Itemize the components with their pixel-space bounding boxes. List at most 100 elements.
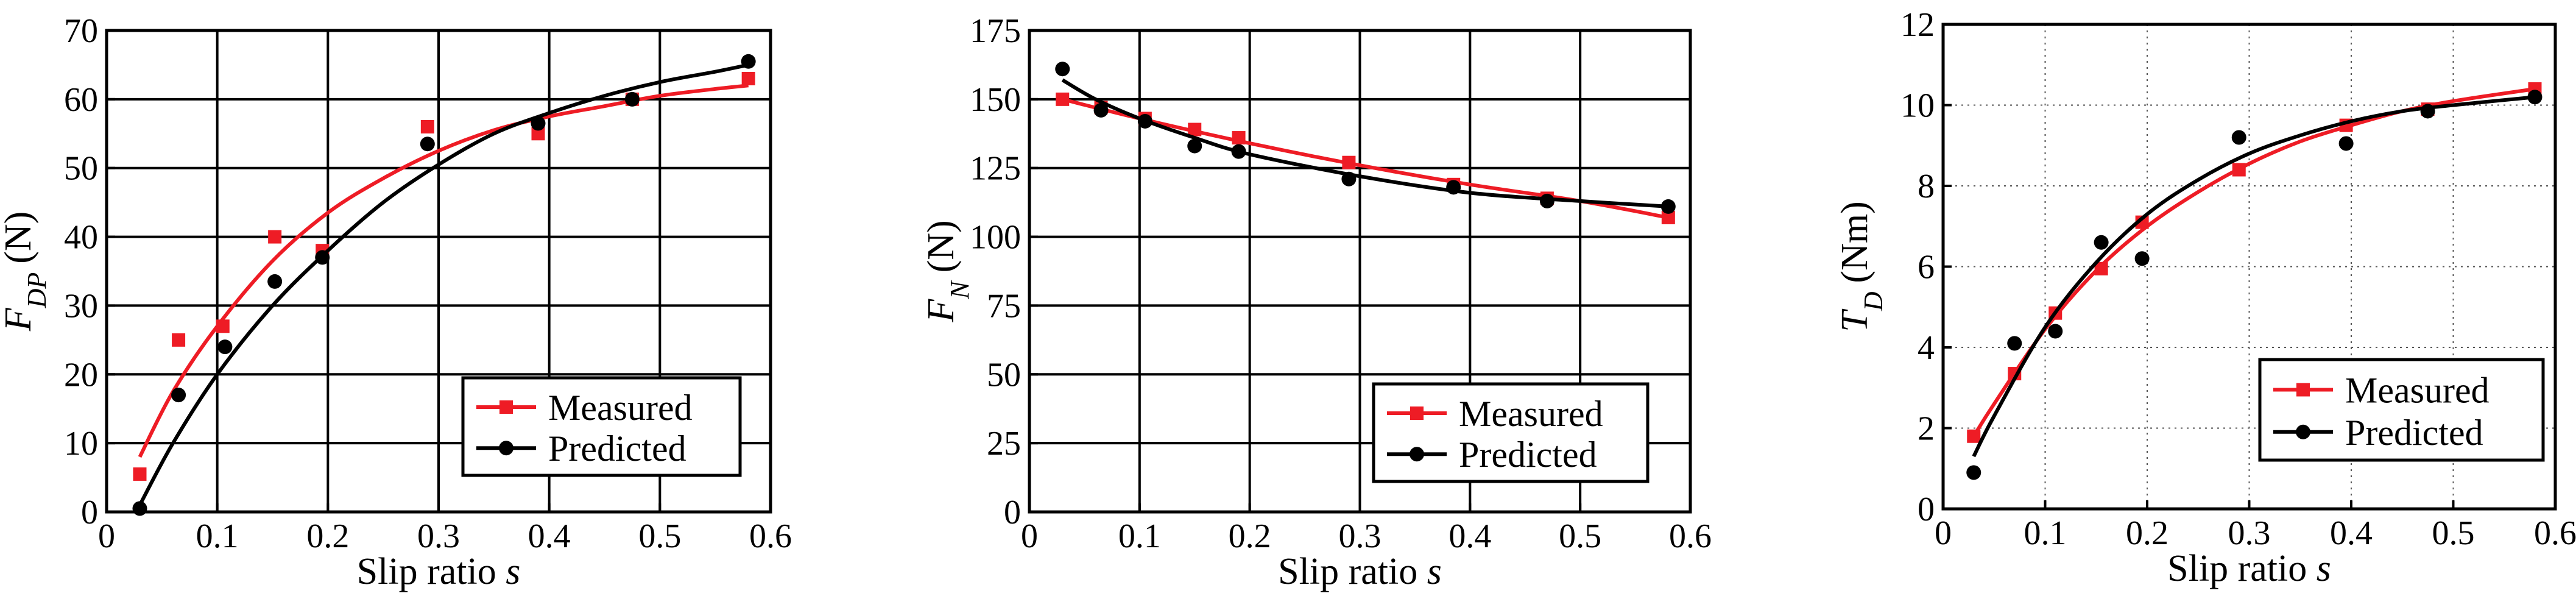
data-point-predicted — [1231, 144, 1246, 159]
legend-label-measured: Measured — [548, 388, 693, 428]
legend-marker-measured — [499, 400, 513, 414]
x-tick-label: 0.5 — [2432, 514, 2475, 552]
y-tick-label: 4 — [1918, 329, 1935, 367]
y-axis-title: TD(Nm) — [1834, 201, 1888, 332]
x-tick-label: 0.3 — [1339, 517, 1382, 555]
data-point-measured — [133, 467, 147, 481]
data-point-predicted — [1187, 138, 1202, 154]
x-tick-label: 0 — [98, 517, 115, 555]
chart-td: 0 0.1 0.2 0.3 0.4 0.5 0.6 0 2 4 6 8 10 12 Slip ratio s… — [1834, 6, 2576, 589]
data-point-predicted — [2134, 251, 2150, 266]
chart-fdp: 0 0.1 0.2 0.3 0.4 0.5 0.6 0 10 20 30 40 50 60 70 Slip r… — [0, 12, 792, 592]
x-tick-label: 0.4 — [528, 517, 571, 555]
x-tick-label: 0.1 — [2024, 514, 2067, 552]
x-tick-label: 0 — [1935, 514, 1952, 552]
y-tick-label: 0 — [1004, 494, 1021, 531]
data-point-measured — [172, 333, 186, 347]
y-tick-label: 50 — [64, 150, 98, 188]
y-tick-label: 125 — [970, 150, 1021, 188]
y-tick-label: 12 — [1900, 6, 1935, 44]
data-point-measured — [268, 230, 282, 244]
data-point-measured — [741, 72, 755, 85]
x-tick-label: 0.1 — [1118, 517, 1161, 555]
data-point-predicted — [624, 91, 640, 107]
series-curve-predicted — [1061, 78, 1669, 208]
data-point-measured — [1342, 155, 1356, 169]
legend-label-predicted: Predicted — [1459, 435, 1597, 475]
y-tick-label: 30 — [64, 287, 98, 325]
data-point-predicted — [315, 250, 330, 265]
data-point-predicted — [531, 116, 546, 131]
y-tick-label: 0 — [81, 494, 98, 531]
y-tick-label: 60 — [64, 81, 98, 119]
x-tick-label: 0 — [1021, 517, 1038, 555]
legend-marker-measured — [2296, 383, 2310, 397]
x-tick-label: 0.5 — [638, 517, 681, 555]
x-tick-label: 0.5 — [1559, 517, 1601, 555]
y-tick-label: 10 — [64, 425, 98, 463]
chart-fn: 0 0.1 0.2 0.3 0.4 0.5 0.6 0 25 50 75 100 125 150 175 Sl… — [920, 12, 1712, 592]
legend-label-measured: Measured — [2345, 371, 2490, 411]
data-point-measured — [216, 319, 230, 333]
data-point-predicted — [1539, 193, 1554, 208]
data-point-predicted — [2527, 90, 2542, 105]
series-curve-predicted — [138, 63, 749, 506]
y-tick-label: 20 — [64, 356, 98, 394]
legend-marker-predicted — [2296, 424, 2310, 439]
data-point-predicted — [217, 339, 233, 355]
data-point-measured — [1056, 92, 1070, 106]
legend-box — [2258, 358, 2545, 462]
data-point-measured — [1232, 131, 1246, 145]
y-tick-label: 100 — [970, 219, 1021, 257]
x-tick-label: 0.4 — [2330, 514, 2373, 552]
data-point-measured — [1661, 210, 1675, 224]
y-tick-label: 10 — [1900, 87, 1935, 125]
legend-label-predicted: Predicted — [548, 428, 686, 469]
y-tick-label: 40 — [64, 219, 98, 257]
x-tick-label: 0.4 — [1449, 517, 1491, 555]
data-point-predicted — [420, 137, 435, 152]
series-curve-measured — [138, 83, 749, 458]
y-tick-label: 150 — [970, 81, 1021, 119]
data-point-measured — [1967, 429, 1981, 443]
legend-marker-measured — [1410, 406, 1424, 420]
y-tick-label: 0 — [1918, 491, 1935, 528]
y-tick-label: 175 — [970, 12, 1021, 50]
series-curve-predicted — [1972, 95, 2535, 458]
data-point-predicted — [2048, 324, 2063, 339]
x-tick-label: 0.2 — [2126, 514, 2168, 552]
data-point-measured — [531, 127, 545, 141]
x-tick-label: 0.3 — [2228, 514, 2271, 552]
data-point-predicted — [2420, 104, 2435, 119]
x-axis-title: Slip ratio s — [357, 551, 521, 592]
data-point-predicted — [1446, 180, 1461, 195]
data-point-predicted — [132, 501, 147, 516]
data-point-measured — [1188, 122, 1202, 137]
y-tick-label: 8 — [1918, 168, 1935, 205]
data-point-predicted — [171, 388, 186, 403]
legend-box — [1372, 382, 1650, 483]
y-tick-label: 2 — [1918, 410, 1935, 448]
y-axis-title: FDP(N) — [0, 211, 52, 332]
data-point-predicted — [2007, 336, 2022, 351]
x-tick-label: 0.3 — [417, 517, 460, 555]
data-point-predicted — [267, 274, 283, 289]
data-point-measured — [2232, 163, 2246, 177]
x-tick-label: 0.2 — [1229, 517, 1271, 555]
legend-box — [461, 376, 742, 477]
x-tick-label: 0.2 — [306, 517, 349, 555]
y-tick-label: 70 — [64, 12, 98, 50]
data-point-predicted — [1660, 199, 1676, 214]
x-tick-label: 0.6 — [2534, 514, 2576, 552]
x-tick-label: 0.1 — [196, 517, 239, 555]
y-tick-label: 25 — [987, 425, 1021, 463]
data-point-predicted — [2094, 235, 2109, 250]
legend-label-predicted: Predicted — [2345, 413, 2483, 453]
data-point-predicted — [1966, 465, 1981, 480]
y-axis-title: FN(N) — [920, 220, 975, 322]
x-axis-title: Slip ratio s — [2167, 548, 2331, 589]
legend-marker-predicted — [1410, 447, 1424, 462]
